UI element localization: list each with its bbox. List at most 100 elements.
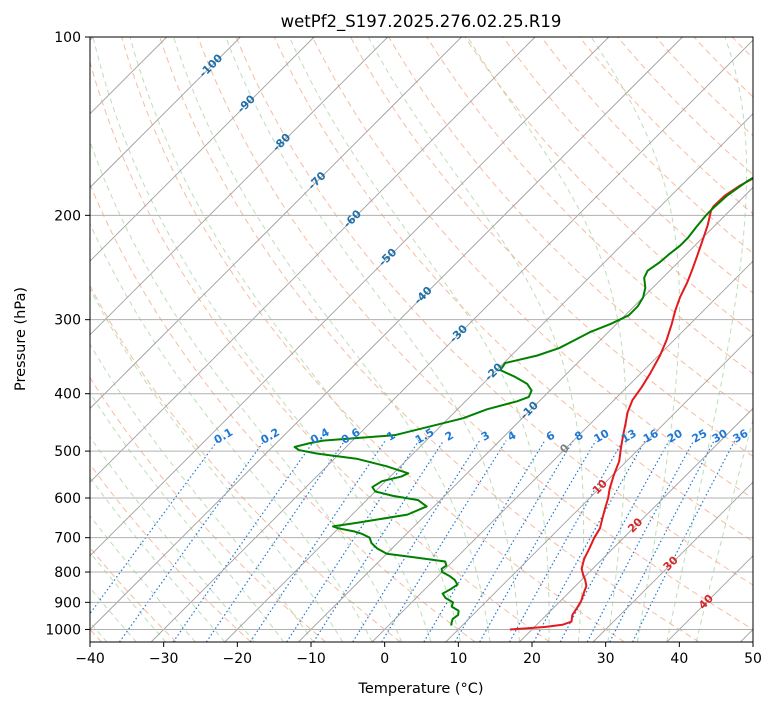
mixing-ratio-line (632, 440, 736, 642)
mixing-ratio-label: 0.4 (308, 425, 332, 446)
x-axis-title: Temperature (°C) (357, 681, 483, 697)
isotherm-label: -20 (482, 360, 505, 383)
isotherm-label: -100 (197, 51, 226, 80)
moist-adiabat-line (90, 515, 196, 642)
moist-adiabat-line (90, 476, 226, 642)
y-tick-label: 300 (54, 313, 81, 329)
mixing-ratio-line (205, 440, 346, 642)
moist-adiabat-line (90, 140, 403, 642)
x-tick-label: 0 (380, 651, 389, 667)
isotherm-line (519, 407, 753, 642)
dry-adiabat-line (502, 37, 753, 294)
x-axis: −40 −30 −20 −10 0 10 20 30 40 50 (75, 642, 762, 667)
mixing-ratio-line (454, 440, 574, 642)
x-tick-label: −10 (296, 651, 326, 667)
x-tick-label: 50 (744, 651, 762, 667)
isobars (90, 37, 753, 630)
isotherm-line (224, 113, 753, 642)
x-tick-label: −20 (223, 651, 253, 667)
isotherm-line (90, 37, 315, 262)
mixing-ratio-label: 0.6 (339, 425, 363, 446)
isotherm-label: 40 (696, 592, 716, 612)
mixing-ratio-label: 3 (479, 429, 492, 444)
moist-adiabat-line (129, 37, 461, 642)
mixing-ratio-label: 20 (665, 427, 685, 446)
isotherm-line (90, 37, 683, 631)
y-tick-label: 600 (54, 491, 81, 507)
isotherm-label: -30 (447, 322, 470, 345)
moist-adiabats (90, 37, 753, 642)
mixing-ratio-line (119, 440, 265, 642)
moist-adiabat-line (666, 37, 748, 642)
plot-area: -100-90-80-70-60-50-40-30-20-10010203040… (90, 37, 753, 642)
moist-adiabat-line (367, 37, 585, 642)
isotherm-line (90, 37, 610, 557)
mixing-ratio-line (90, 440, 219, 615)
isotherm-line (298, 186, 753, 642)
moist-adiabat-line (90, 343, 314, 642)
dry-adiabat-line (159, 37, 700, 642)
x-tick-label: 40 (670, 651, 688, 667)
isotherm-label: -50 (376, 245, 399, 268)
mixing-ratio-line (479, 440, 597, 642)
dry-adiabat-line (197, 37, 753, 631)
isotherm-line (90, 37, 241, 189)
temperature-line (509, 177, 753, 631)
moist-adiabat-line (92, 37, 432, 642)
dry-adiabat-line (617, 37, 753, 176)
y-axis: 1000 900 800 700 600 500 400 300 200 100 (45, 30, 90, 638)
isotherm-label: -40 (412, 284, 435, 307)
dry-adiabat-line (311, 37, 753, 500)
x-tick-label: 10 (449, 651, 467, 667)
y-axis-title: Pressure (hPa) (13, 287, 29, 391)
isotherm-label: 0 (557, 441, 572, 456)
isotherm-line (90, 37, 536, 483)
mixing-ratio-label: 4 (505, 428, 518, 443)
isotherm-line (592, 481, 753, 642)
moist-adiabat-line (173, 37, 491, 642)
y-tick-label: 400 (54, 387, 81, 403)
mixing-ratio-label: 2 (443, 429, 456, 444)
y-tick-label: 1000 (45, 622, 81, 638)
mixing-ratio-line (423, 440, 546, 642)
moist-adiabat-line (90, 222, 373, 642)
moist-adiabat-line (288, 37, 550, 642)
mixing-ratio-line (313, 440, 445, 642)
isotherm-line (666, 555, 753, 642)
dry-adiabat-line (235, 37, 753, 586)
isotherm-line (150, 39, 753, 642)
y-tick-label: 200 (54, 208, 81, 224)
mixing-ratio-line (509, 440, 624, 642)
moist-adiabat-line (90, 287, 344, 642)
dry-adiabat-line (90, 463, 252, 642)
y-tick-label: 500 (54, 444, 81, 460)
dry-adiabat-line (350, 37, 753, 457)
y-tick-label: 800 (54, 565, 81, 581)
y-tick-label: 700 (54, 531, 81, 547)
y-tick-label: 900 (54, 595, 81, 611)
isotherm-label: -70 (305, 169, 328, 192)
chart-title: wetPf2_S197.2025.276.02.25.R19 (281, 12, 562, 32)
isotherm-label: -80 (270, 131, 293, 154)
x-tick-label: 20 (523, 651, 541, 667)
dry-adiabat-line (90, 60, 551, 642)
moist-adiabat-line (590, 37, 681, 642)
dry-adiabat-line (655, 37, 753, 137)
isotherm-label: 30 (661, 553, 681, 573)
dry-adiabat-line (90, 376, 326, 642)
dewpoint-line (293, 176, 753, 626)
dry-adiabat-line (579, 37, 753, 215)
isotherm-label: 20 (625, 515, 645, 535)
mixing-ratio-line (172, 440, 315, 642)
dry-adiabat-line (121, 37, 625, 642)
mixing-ratio-line (381, 440, 507, 642)
dry-adiabats (90, 37, 753, 642)
isotherm-line (445, 334, 753, 642)
isotherm-line (90, 37, 462, 410)
mixing-ratio-line (609, 440, 715, 642)
y-tick-label: 100 (54, 30, 81, 46)
x-tick-label: −40 (75, 651, 105, 667)
plot-frame (89, 36, 754, 643)
mixing-ratio-lines (90, 440, 736, 642)
